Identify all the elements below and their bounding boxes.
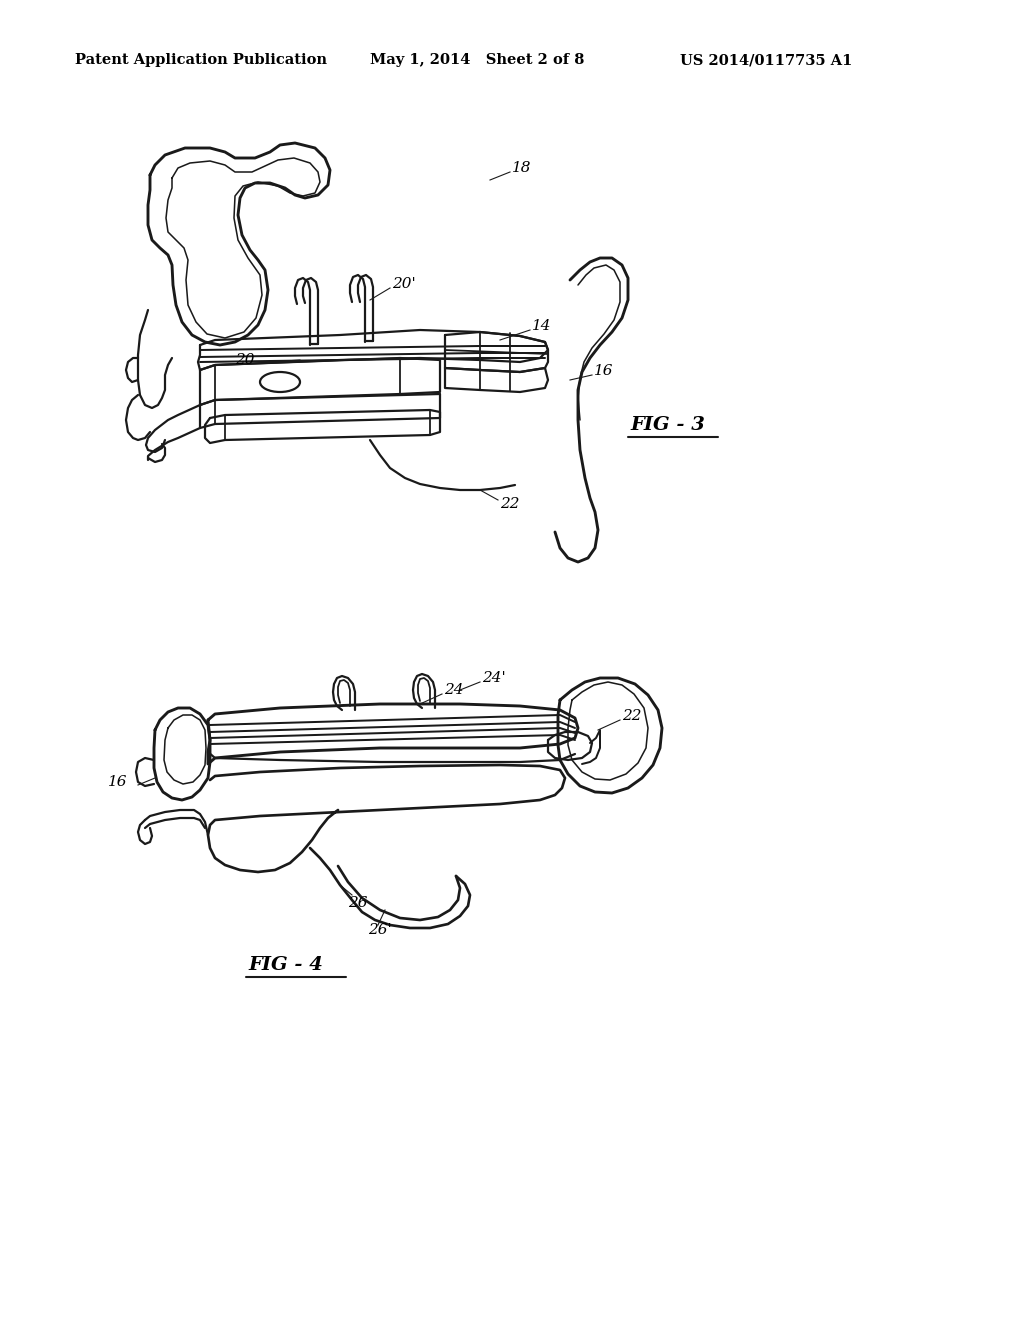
Text: 22: 22	[500, 498, 519, 511]
Text: 24: 24	[444, 682, 464, 697]
Text: 26': 26'	[368, 923, 392, 937]
Text: 24': 24'	[482, 671, 506, 685]
Text: FIG - 4: FIG - 4	[248, 956, 323, 974]
Text: 16: 16	[594, 364, 613, 378]
Text: Patent Application Publication: Patent Application Publication	[75, 53, 327, 67]
Text: 16: 16	[108, 775, 128, 789]
Text: May 1, 2014   Sheet 2 of 8: May 1, 2014 Sheet 2 of 8	[370, 53, 585, 67]
Text: 20: 20	[234, 352, 255, 367]
Text: 22: 22	[622, 709, 641, 723]
Text: 14: 14	[532, 319, 552, 333]
Text: FIG - 3: FIG - 3	[630, 416, 705, 434]
Text: 20': 20'	[392, 277, 416, 290]
Text: US 2014/0117735 A1: US 2014/0117735 A1	[680, 53, 852, 67]
Text: 18: 18	[512, 161, 531, 176]
Text: 26: 26	[348, 896, 368, 909]
